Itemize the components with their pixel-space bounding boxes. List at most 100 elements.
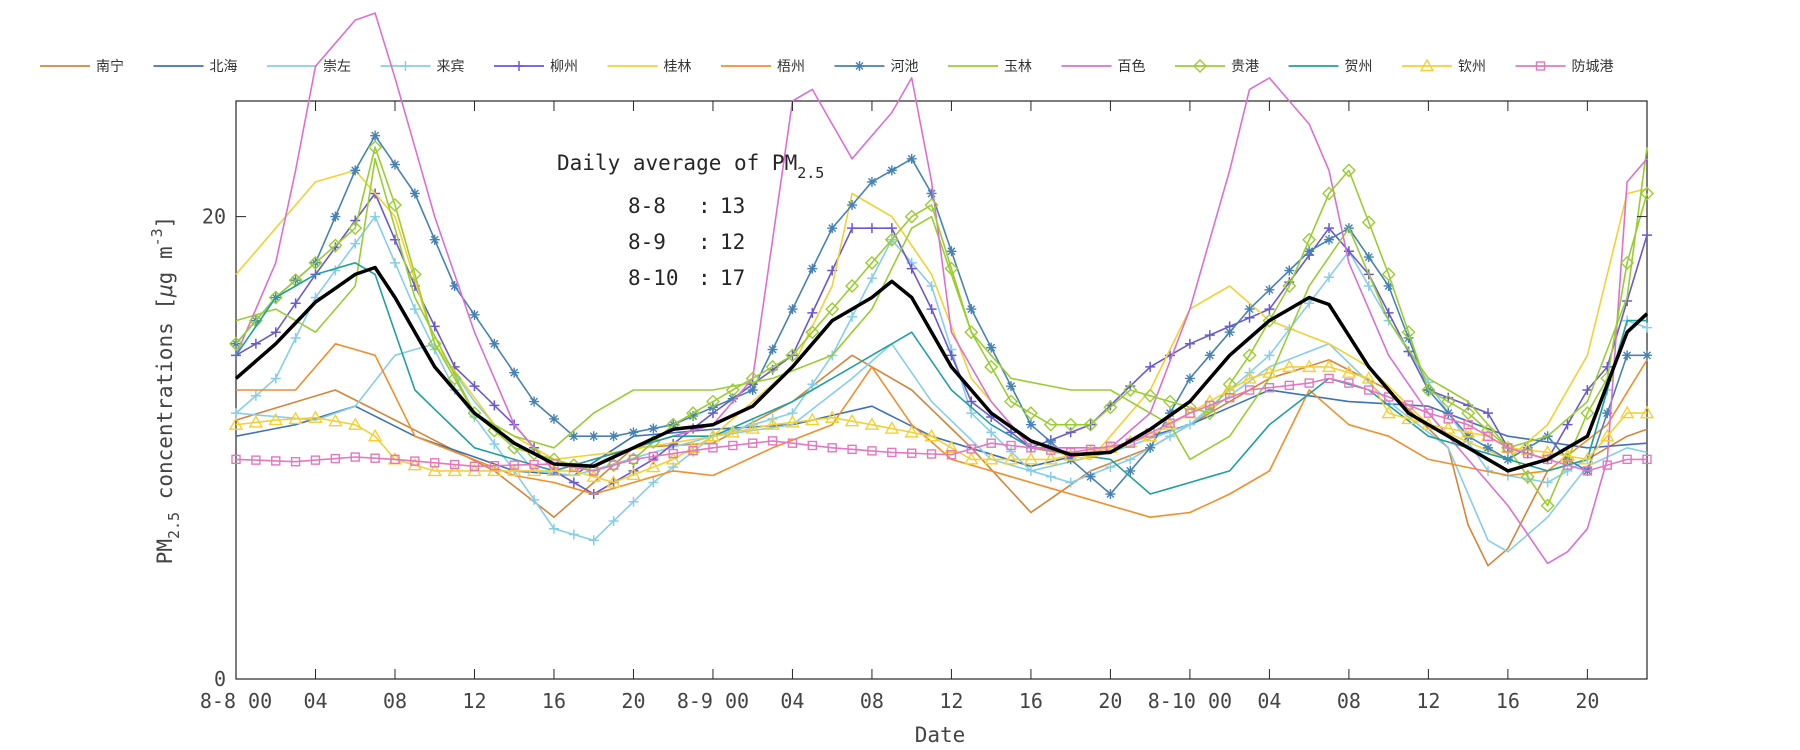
- series-14-point-61: [1443, 414, 1453, 424]
- series-14-point-67: [1562, 460, 1573, 470]
- series-11-point-24: [705, 394, 720, 409]
- series-5-point-34: [906, 263, 917, 274]
- series-8-point-71: [1642, 350, 1652, 361]
- series-13-point-34: [904, 424, 919, 438]
- series-5-point-2: [270, 327, 281, 338]
- annotation-date-1: 8-8: [628, 194, 666, 218]
- series-8-point-15: [529, 396, 540, 407]
- annotation-line-1: 8-8:13: [628, 194, 745, 218]
- series-13-point-0: [228, 417, 244, 430]
- y-tick-label-0: 0: [214, 667, 226, 691]
- series-8-point-61: [1443, 408, 1454, 419]
- y-axis-title-unit: g m: [153, 246, 177, 284]
- annotation-sep-3: :: [698, 266, 711, 290]
- series-13-point-66: [1540, 445, 1555, 458]
- series-11-point-11: [447, 371, 462, 386]
- series-11-point-33: [884, 232, 899, 247]
- series-5-point-1: [250, 338, 261, 349]
- series-11-point-44: [1103, 400, 1118, 415]
- series-13-point-4: [308, 410, 323, 423]
- series-5-point-3: [290, 298, 301, 309]
- series-2-line: [235, 389, 1648, 477]
- y-axis-title-mid: concentrations [: [153, 297, 177, 512]
- series-8-point-25: [727, 393, 738, 404]
- series-13-point-53: [1282, 359, 1297, 373]
- x-tick-label-12: 8-10 00: [1148, 689, 1232, 713]
- x-tick-label-2: 08: [383, 689, 407, 713]
- series-11-point-8: [387, 198, 402, 213]
- series-14-point-71: [1642, 454, 1652, 465]
- series-14-point-32: [867, 446, 877, 456]
- series-4-point-32: [866, 273, 877, 284]
- series-14-group: [231, 373, 1652, 476]
- series-8-point-10: [429, 234, 440, 245]
- legend-entry-5: 柳州: [494, 58, 578, 75]
- legend-label-1: 南宁: [96, 58, 124, 75]
- annotation-value-1: 13: [720, 194, 745, 218]
- series-11-point-38: [984, 359, 999, 374]
- series-14-point-35: [926, 449, 937, 459]
- series-4-point-16: [548, 523, 559, 534]
- series-4-point-44: [1105, 462, 1116, 473]
- series-13-point-26: [745, 421, 760, 434]
- series-5-point-6: [350, 215, 361, 226]
- series-11-point-6: [348, 221, 363, 236]
- series-14-point-47: [1165, 418, 1175, 428]
- series-11-point-60: [1421, 383, 1436, 397]
- legend-marker-5: [514, 61, 524, 71]
- series-8-point-16: [548, 413, 559, 424]
- annotation-title-prefix: Daily average of PM: [557, 151, 797, 175]
- series-4-point-52: [1264, 350, 1275, 361]
- series-14-point-23: [688, 445, 698, 456]
- series-13-point-56: [1341, 365, 1357, 378]
- series-8-point-36: [946, 246, 957, 257]
- legend-entry-11: 贵港: [1175, 59, 1259, 75]
- series-13-point-29: [805, 412, 820, 426]
- series-14-point-48: [1185, 408, 1195, 418]
- axis-labels: 8-8 00 04 08 12 16 20 8-9 00 04 08 12 16 20 8-10 00 0…: [200, 205, 1600, 713]
- series-13-point-57: [1361, 371, 1376, 384]
- series-4-point-2: [270, 373, 281, 384]
- series-14-point-27: [767, 436, 778, 446]
- series-8-point-45: [1125, 465, 1136, 476]
- x-tick-label-9: 12: [939, 689, 963, 713]
- series-8-point-43: [1085, 471, 1096, 482]
- series-11-point-28: [785, 348, 800, 363]
- series-13-point-32: [864, 417, 880, 430]
- series-4-point-47: [1165, 431, 1176, 442]
- series-13-point-15: [526, 463, 542, 477]
- series-8-point-21: [648, 423, 659, 434]
- annotation-value-2: 12: [720, 230, 745, 254]
- series-8-point-17: [568, 431, 579, 442]
- series-14-point-8: [390, 454, 400, 465]
- annotation-line-2: 8-9:12: [628, 230, 745, 254]
- series-14-point-56: [1344, 378, 1354, 388]
- series-5-point-67: [1562, 419, 1573, 430]
- legend-label-12: 贺州: [1345, 59, 1373, 75]
- series-7-line: [236, 343, 1648, 518]
- series-14-point-0: [231, 454, 241, 465]
- y-axis-title-prefix: PM: [153, 539, 177, 564]
- series-11-point-39: [1004, 394, 1019, 409]
- series-8-point-50: [1224, 327, 1235, 338]
- series-14-point-21: [648, 451, 659, 462]
- y-axis-title: PM2.5 concentrations [μg m-3]: [148, 216, 183, 565]
- legend-label-14: 防城港: [1572, 59, 1614, 75]
- series-8-point-34: [906, 153, 917, 164]
- series-13-point-68: [1580, 451, 1595, 465]
- series-14-point-37: [966, 444, 977, 454]
- daily-average-annotation: Daily average of PM2.5 8-8:138-9:128-10:…: [557, 151, 824, 290]
- legend-label-5: 柳州: [550, 58, 578, 75]
- series-8-point-32: [866, 176, 877, 187]
- series-8-point-28: [787, 304, 798, 315]
- series-13-point-9: [407, 457, 423, 471]
- series-13-point-35: [924, 428, 939, 442]
- series-11-point-55: [1322, 186, 1337, 201]
- series-5-point-49: [1204, 330, 1215, 341]
- series-5-point-33: [886, 223, 897, 234]
- series-13-point-61: [1441, 421, 1456, 434]
- series-13-point-37: [964, 451, 979, 465]
- series-5-point-51: [1244, 312, 1255, 323]
- legend-entry-7: 梧州: [721, 59, 805, 75]
- legend-label-7: 梧州: [777, 59, 805, 75]
